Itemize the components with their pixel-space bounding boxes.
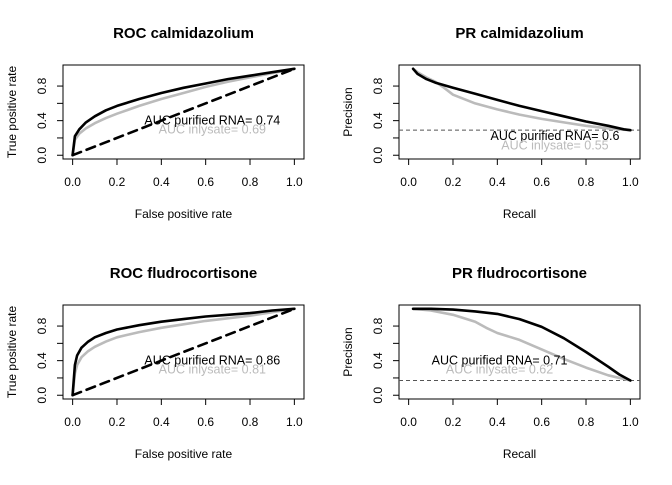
series-line xyxy=(71,307,296,397)
x-tick-label: 0.4 xyxy=(489,175,506,189)
chart-title: ROC fludrocortisone xyxy=(110,265,258,282)
series-line xyxy=(411,67,632,132)
series-line xyxy=(411,67,632,132)
y-tick-label: 0.4 xyxy=(35,352,49,369)
x-axis-label: Recall xyxy=(503,447,536,461)
plot-frame xyxy=(62,64,305,160)
x-axis-label: Recall xyxy=(503,207,536,221)
y-tick-label: 0.0 xyxy=(35,387,49,404)
chance-line xyxy=(71,67,296,157)
series-line xyxy=(71,307,296,397)
y-tick-label: 0.4 xyxy=(371,112,385,129)
chart-title: PR calmidazolium xyxy=(455,25,583,42)
x-tick-label: 0.6 xyxy=(533,175,550,189)
x-tick-label: 0.8 xyxy=(242,415,259,429)
y-tick-label: 0.8 xyxy=(35,317,49,334)
x-tick-label: 1.0 xyxy=(286,415,303,429)
x-axis-label: False positive rate xyxy=(135,447,233,461)
auc-annotation: AUC purified RNA= 0.71 xyxy=(432,354,568,368)
y-tick-label: 0.0 xyxy=(371,387,385,404)
x-tick-label: 0.0 xyxy=(64,175,81,189)
y-tick-label: 0.8 xyxy=(371,77,385,94)
plot-frame xyxy=(398,304,641,400)
auc-annotation: AUC inlysate= 0.55 xyxy=(501,139,608,153)
chance-line xyxy=(71,307,296,397)
x-tick-label: 1.0 xyxy=(622,175,639,189)
x-tick-label: 0.2 xyxy=(109,175,126,189)
auc-annotation: AUC inlysate= 0.81 xyxy=(159,362,266,376)
x-tick-label: 0.6 xyxy=(533,415,550,429)
x-tick-label: 0.8 xyxy=(578,175,595,189)
x-axis-label: False positive rate xyxy=(135,207,233,221)
x-tick-label: 0.4 xyxy=(489,415,506,429)
auc-annotation: AUC inlysate= 0.62 xyxy=(446,362,553,376)
x-tick-label: 0.0 xyxy=(400,415,417,429)
chart-panel-1: ROC calmidazolium 0.0 0.2 0.4 0.6 0.8 1.0 0.0 0.… xyxy=(5,25,305,221)
auc-annotation: AUC inlysate= 0.69 xyxy=(159,122,266,136)
y-tick-label: 0.8 xyxy=(35,77,49,94)
y-tick-label: 0.0 xyxy=(371,147,385,164)
series-line xyxy=(71,67,296,157)
x-tick-label: 0.0 xyxy=(400,175,417,189)
chart-title: ROC calmidazolium xyxy=(113,25,254,42)
x-tick-label: 0.6 xyxy=(197,175,214,189)
y-axis-label: Precision xyxy=(341,327,355,376)
x-tick-label: 0.2 xyxy=(109,415,126,429)
series-line xyxy=(411,307,632,382)
auc-annotation: AUC purified RNA= 0.6 xyxy=(491,129,620,143)
auc-annotation: AUC purified RNA= 0.86 xyxy=(144,354,280,368)
chart-panel-3: ROC fludrocortisone 0.0 0.2 0.4 0.6 0.8 1.0 0.0… xyxy=(5,265,305,461)
x-tick-label: 0.0 xyxy=(64,415,81,429)
plot-frame xyxy=(398,64,641,160)
y-tick-label: 0.4 xyxy=(371,352,385,369)
x-tick-label: 0.8 xyxy=(578,415,595,429)
y-axis-label: True positive rate xyxy=(5,306,19,399)
y-axis-label: True positive rate xyxy=(5,66,19,159)
chart-panel-4: PR fludrocortisone 0.0 0.2 0.4 0.6 0.8 1.0 0.0 0… xyxy=(341,265,641,461)
x-tick-label: 0.6 xyxy=(197,415,214,429)
x-tick-label: 1.0 xyxy=(286,175,303,189)
series-line xyxy=(71,67,296,157)
x-tick-label: 0.4 xyxy=(153,175,170,189)
chart-title: PR fludrocortisone xyxy=(452,265,587,282)
y-tick-label: 0.0 xyxy=(35,147,49,164)
x-tick-label: 0.2 xyxy=(445,175,462,189)
chart-panel-2: PR calmidazolium 0.0 0.2 0.4 0.6 0.8 1.0 0.0 0.4… xyxy=(341,25,641,221)
x-tick-label: 1.0 xyxy=(622,415,639,429)
plot-frame xyxy=(62,304,305,400)
y-tick-label: 0.4 xyxy=(35,112,49,129)
y-tick-label: 0.8 xyxy=(371,317,385,334)
x-tick-label: 0.8 xyxy=(242,175,259,189)
y-axis-label: Precision xyxy=(341,87,355,136)
x-tick-label: 0.4 xyxy=(153,415,170,429)
series-line xyxy=(411,307,632,382)
auc-annotation: AUC purified RNA= 0.74 xyxy=(144,114,280,128)
x-tick-label: 0.2 xyxy=(445,415,462,429)
